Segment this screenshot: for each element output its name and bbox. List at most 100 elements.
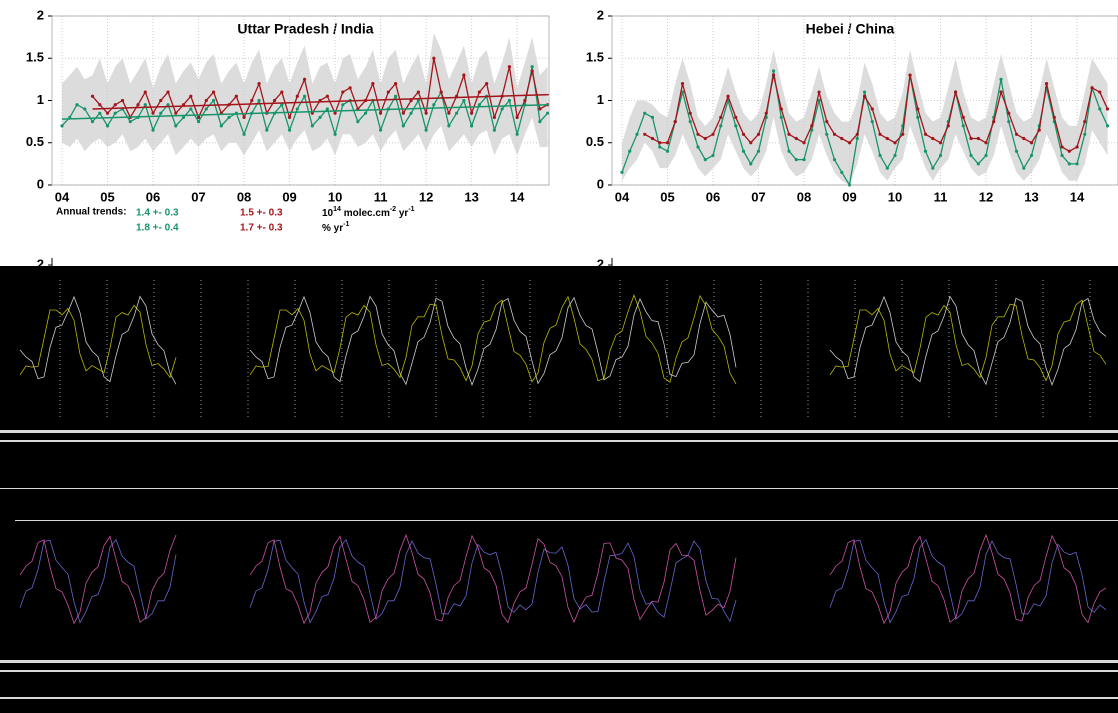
data-point xyxy=(931,166,935,170)
data-point xyxy=(703,136,707,141)
unit-part: % yr xyxy=(322,223,343,234)
x-tick-label: 10 xyxy=(888,189,902,204)
data-point xyxy=(341,90,345,94)
data-point xyxy=(1022,136,1026,141)
x-tick-label: 10 xyxy=(328,189,342,204)
data-point xyxy=(136,103,140,107)
data-point xyxy=(711,153,715,158)
data-point xyxy=(741,132,746,136)
data-point xyxy=(242,115,246,119)
data-point xyxy=(265,128,269,132)
data-point xyxy=(302,77,307,81)
data-point xyxy=(764,111,768,115)
data-point xyxy=(840,170,844,174)
data-point xyxy=(1037,128,1041,132)
data-point xyxy=(310,124,314,128)
data-point xyxy=(916,115,920,119)
data-point xyxy=(523,98,527,103)
x-tick-label: 13 xyxy=(1024,189,1038,204)
data-point xyxy=(1052,115,1056,119)
x-tick-label: 07 xyxy=(751,189,765,204)
data-point xyxy=(953,90,958,94)
data-point xyxy=(620,170,624,174)
data-point xyxy=(432,56,436,60)
data-point xyxy=(151,128,155,132)
data-point xyxy=(946,124,950,128)
unit-part: 14 xyxy=(333,206,341,213)
data-point xyxy=(507,98,512,103)
data-point xyxy=(1105,107,1110,111)
data-point xyxy=(416,90,420,94)
trend-line xyxy=(92,93,550,110)
data-point xyxy=(984,153,988,158)
data-point xyxy=(999,90,1003,94)
data-point xyxy=(901,132,905,136)
data-point xyxy=(1029,141,1034,145)
data-point xyxy=(128,120,132,124)
data-point xyxy=(749,141,753,145)
data-point xyxy=(356,120,360,124)
unit-part: molec.cm xyxy=(341,208,390,219)
data-point xyxy=(870,107,874,111)
y-tick-label: 2 xyxy=(597,256,604,271)
x-tick-label: 06 xyxy=(706,189,720,204)
data-point xyxy=(455,111,459,115)
data-point xyxy=(1014,149,1019,153)
noise-trace xyxy=(249,533,737,625)
data-point xyxy=(878,132,882,136)
data-point xyxy=(665,141,670,145)
data-point xyxy=(447,111,451,115)
data-point xyxy=(105,124,110,128)
data-point xyxy=(825,132,829,136)
x-tick-label: 08 xyxy=(237,189,251,204)
data-point xyxy=(287,128,292,132)
noise-trace xyxy=(249,295,737,387)
data-point xyxy=(280,103,284,107)
data-point xyxy=(628,149,632,153)
data-point xyxy=(976,162,980,166)
y-tick-label: 2 xyxy=(37,256,44,271)
noise-trace xyxy=(829,295,1107,387)
data-point xyxy=(847,141,852,145)
data-point xyxy=(196,120,201,124)
data-point xyxy=(424,111,428,115)
data-point xyxy=(280,90,284,94)
noise-trace xyxy=(249,538,737,624)
data-point xyxy=(719,124,723,128)
data-point xyxy=(817,98,821,103)
data-point xyxy=(432,103,436,107)
y-tick-label: 0.5 xyxy=(26,134,44,149)
data-point xyxy=(825,120,829,124)
noise-trace xyxy=(19,534,177,625)
data-point xyxy=(794,158,798,162)
data-point xyxy=(878,153,882,158)
data-point xyxy=(492,115,496,119)
data-point xyxy=(211,90,216,94)
data-point xyxy=(1075,145,1079,149)
data-point xyxy=(726,94,730,98)
data-point xyxy=(893,153,897,158)
x-tick-label: 12 xyxy=(979,189,993,204)
data-point xyxy=(855,136,859,141)
data-point xyxy=(477,90,481,94)
data-point xyxy=(673,120,677,124)
x-tick-label: 11 xyxy=(934,189,948,204)
data-point xyxy=(810,124,814,128)
x-tick-label: 06 xyxy=(146,189,160,204)
plot-frame xyxy=(611,15,1118,186)
data-point xyxy=(1105,124,1110,128)
data-point xyxy=(394,94,398,98)
unit-part: -1 xyxy=(343,221,349,228)
data-point xyxy=(538,120,542,124)
data-point xyxy=(1098,107,1102,111)
data-point xyxy=(196,115,201,119)
data-point xyxy=(802,141,806,145)
data-point xyxy=(779,115,783,119)
data-point xyxy=(969,153,973,158)
data-point xyxy=(1090,86,1094,90)
data-point xyxy=(174,111,178,115)
x-tick-label: 05 xyxy=(100,189,114,204)
data-point xyxy=(507,65,512,69)
data-point xyxy=(1060,145,1064,149)
data-point xyxy=(166,90,170,94)
